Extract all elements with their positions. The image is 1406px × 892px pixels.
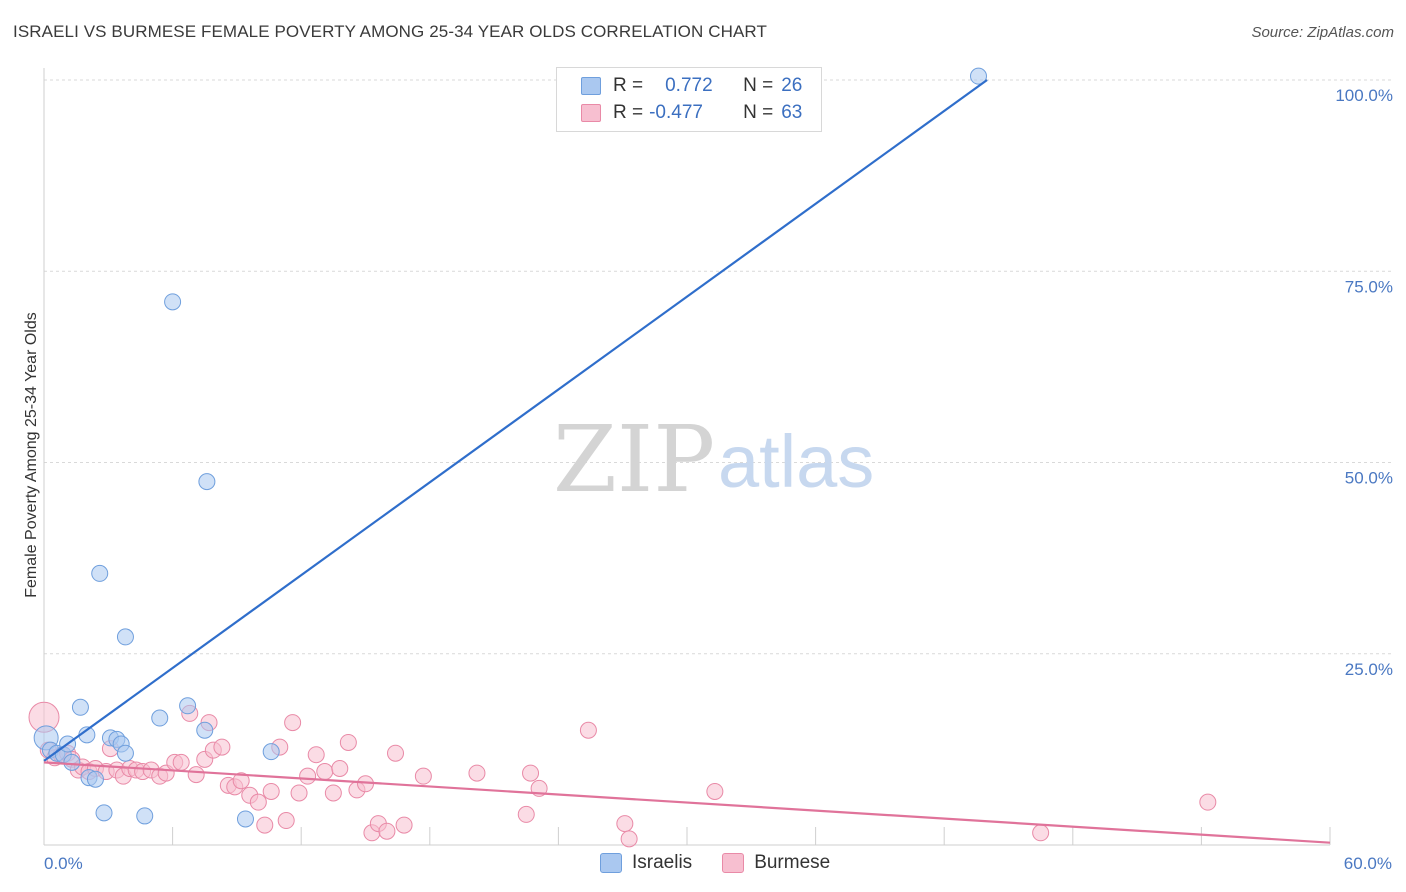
legend-r-label: R =	[613, 102, 644, 123]
legend-swatch-burmese	[581, 104, 601, 122]
legend-row-burmese: R = -0.477 N = 63	[581, 101, 802, 125]
data-point	[232, 772, 250, 790]
data-point	[620, 830, 638, 848]
data-point	[517, 805, 535, 823]
data-point	[284, 714, 302, 732]
correlation-legend: R = 0.772 N = 26 R = -0.477 N = 63	[556, 67, 822, 132]
data-point	[187, 766, 205, 784]
data-point	[151, 709, 169, 727]
legend-n-value: 26	[781, 75, 803, 96]
x-tick-label: 60.0%	[1344, 854, 1392, 873]
trend-line-israelis	[43, 79, 988, 762]
y-tick-label: 100.0%	[1335, 86, 1393, 105]
data-point	[198, 473, 216, 491]
x-tick-label: 0.0%	[44, 854, 83, 873]
data-point	[116, 744, 134, 762]
data-point	[262, 782, 280, 800]
y-axis-label: Female Poverty Among 25-34 Year Olds	[23, 312, 40, 598]
data-point	[63, 753, 81, 771]
data-point	[91, 564, 109, 582]
data-point	[179, 697, 197, 715]
legend-swatch-israelis	[600, 853, 622, 873]
data-point	[468, 764, 486, 782]
data-point	[290, 784, 308, 802]
data-point	[378, 822, 396, 840]
legend-n-value: 63	[781, 102, 803, 123]
legend-n-label: N =	[743, 75, 774, 96]
legend-row-israelis: R = 0.772 N = 26	[581, 74, 802, 98]
data-point	[136, 807, 154, 825]
data-point	[116, 628, 134, 646]
y-tick-label: 75.0%	[1345, 277, 1393, 296]
data-point	[324, 784, 342, 802]
data-point	[172, 753, 190, 771]
legend-label-israelis: Israelis	[632, 852, 693, 873]
source-label: Source: ZipAtlas.com	[1251, 24, 1394, 41]
data-point	[196, 721, 214, 739]
data-point	[616, 815, 634, 833]
trend-line-burmese	[43, 761, 1331, 844]
data-point	[414, 767, 432, 785]
data-point	[299, 767, 317, 785]
legend-r-value: 0.772	[665, 75, 713, 96]
watermark-atlas: atlas	[718, 420, 874, 503]
data-point	[395, 816, 413, 834]
data-point	[71, 698, 89, 716]
data-point	[213, 738, 231, 756]
data-point	[339, 733, 357, 751]
data-point	[1199, 793, 1217, 811]
data-point	[277, 812, 295, 830]
data-point	[95, 804, 113, 822]
data-point	[164, 293, 182, 311]
series-legend: Israelis Burmese	[600, 852, 830, 874]
data-point	[331, 760, 349, 777]
data-point	[256, 816, 274, 834]
chart-title: ISRAELI VS BURMESE FEMALE POVERTY AMONG …	[13, 22, 767, 41]
data-point	[969, 67, 987, 85]
legend-r-label: R =	[613, 75, 644, 96]
legend-swatch-israelis	[581, 77, 601, 95]
data-point	[236, 810, 254, 828]
watermark: ZIP atlas	[553, 406, 874, 513]
tick-labels: 25.0% 50.0% 75.0% 100.0% 0.0% 60.0%	[44, 86, 1393, 873]
data-point	[706, 782, 724, 800]
y-tick-label: 50.0%	[1345, 469, 1393, 488]
trend-lines	[43, 79, 1331, 844]
data-point	[522, 764, 540, 782]
data-point	[1032, 824, 1050, 842]
watermark-zip: ZIP	[553, 406, 715, 513]
legend-r-value: -0.477	[649, 102, 703, 123]
y-tick-label: 25.0%	[1345, 660, 1393, 679]
data-point	[262, 743, 280, 761]
data-point	[307, 746, 325, 764]
legend-label-burmese: Burmese	[754, 852, 831, 873]
data-point	[316, 763, 334, 781]
data-point	[249, 793, 267, 811]
legend-swatch-burmese	[722, 853, 745, 873]
data-point	[579, 721, 597, 739]
data-point	[86, 770, 104, 788]
grid-lines	[44, 79, 1393, 655]
legend-n-label: N =	[743, 102, 774, 123]
data-point	[387, 744, 405, 762]
